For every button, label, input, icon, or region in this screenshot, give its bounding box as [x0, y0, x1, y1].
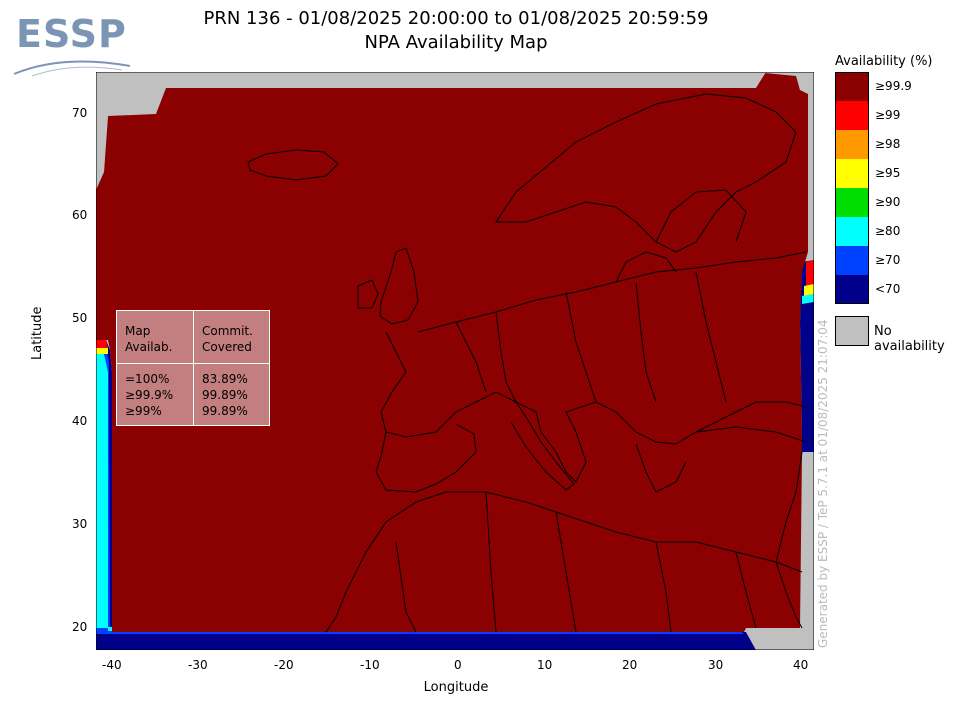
- stats-col1-header: Map Availab.: [125, 324, 173, 354]
- legend-swatch: [835, 217, 869, 246]
- y-tick-label: 60: [72, 208, 88, 222]
- no-availability-swatch: [835, 316, 869, 346]
- x-tick-label: -20: [274, 658, 294, 672]
- legend-swatch: [835, 101, 869, 130]
- high-availability-area: [96, 72, 808, 632]
- stats-col2-header: Commit. Covered: [202, 324, 253, 354]
- legend-label: ≥99: [875, 108, 901, 122]
- legend-label: <70: [875, 282, 901, 296]
- legend-label: ≥90: [875, 195, 901, 209]
- x-tick-label: 20: [622, 658, 638, 672]
- x-axis-label: Longitude: [423, 680, 489, 695]
- legend-swatch: [835, 275, 869, 304]
- map-title: PRN 136 - 01/08/2025 20:00:00 to 01/08/2…: [203, 8, 709, 29]
- stats-col1-rows: =100% ≥99.9% ≥99%: [125, 372, 174, 418]
- x-tick-label: 0: [454, 658, 462, 672]
- legend-label: ≥95: [875, 166, 901, 180]
- y-tick-label: 20: [72, 620, 88, 634]
- stats-col2-rows: 83.89% 99.89% 99.89%: [202, 372, 248, 418]
- legend-swatch: [835, 159, 869, 188]
- y-tick-label: 30: [72, 517, 88, 531]
- x-tick-label: 40: [793, 658, 809, 672]
- generated-by-watermark: Generated by ESSP / TeP 5.7.1 at 01/08/2…: [816, 319, 830, 648]
- y-tick-label: 50: [72, 311, 88, 325]
- no-availability-label: No availability: [874, 324, 945, 354]
- logo-swoosh-icon: [13, 60, 131, 77]
- legend-colorbar: [835, 72, 869, 304]
- legend-label: ≥80: [875, 224, 901, 238]
- y-axis-label: Latitude: [30, 306, 45, 360]
- legend-label: ≥70: [875, 253, 901, 267]
- legend-swatch: [835, 72, 869, 101]
- x-tick-label: -30: [188, 658, 208, 672]
- legend-label: ≥99.9: [875, 79, 912, 93]
- y-tick-label: 70: [72, 106, 88, 120]
- essp-logo: ESSP: [16, 12, 127, 56]
- legend-swatch: [835, 188, 869, 217]
- availability-stats-box: Map Availab. Commit. Covered =100% ≥99.9…: [116, 310, 270, 426]
- x-tick-label: -10: [360, 658, 380, 672]
- x-tick-label: -40: [102, 658, 122, 672]
- map-subtitle: NPA Availability Map: [364, 32, 548, 53]
- coastlines: [247, 93, 807, 633]
- legend-swatch: [835, 130, 869, 159]
- y-tick-label: 40: [72, 414, 88, 428]
- x-tick-label: 30: [708, 658, 724, 672]
- x-tick-label: 10: [537, 658, 553, 672]
- legend-label: ≥98: [875, 137, 901, 151]
- legend-swatch: [835, 246, 869, 275]
- legend-title: Availability (%): [835, 54, 933, 69]
